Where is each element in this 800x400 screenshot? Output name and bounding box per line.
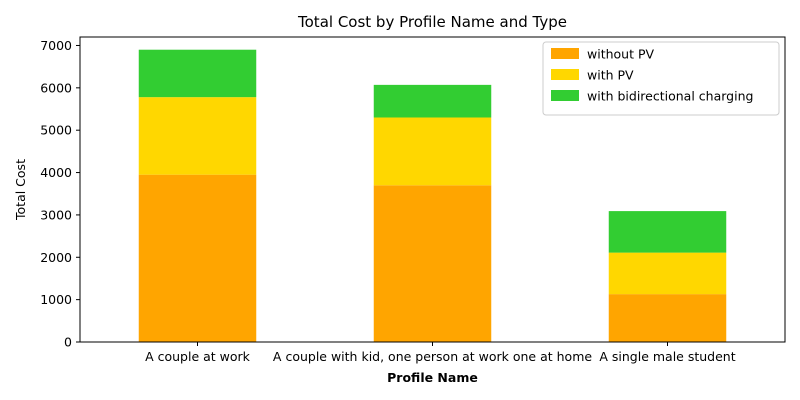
bar-with-pv-1 — [138, 97, 257, 175]
y-tick-label: 1000 — [40, 292, 72, 307]
bar-with-pv-2 — [373, 117, 492, 186]
y-tick-label: 4000 — [40, 165, 72, 180]
y-tick-label: 0 — [64, 335, 72, 350]
y-tick-label: 7000 — [40, 38, 72, 53]
legend-swatch — [551, 90, 579, 101]
legend-swatch — [551, 69, 579, 80]
bar-with-pv-3 — [608, 252, 727, 295]
y-axis-label: Total Cost — [13, 159, 28, 221]
legend-label: with PV — [587, 68, 634, 83]
legend-swatch — [551, 48, 579, 59]
bar-with-bidirectional-charging-1 — [138, 49, 257, 98]
x-tick-label: A single male student — [599, 349, 735, 364]
x-axis-label: Profile Name — [387, 370, 478, 385]
legend-frame — [542, 41, 780, 116]
bar-without-pv-2 — [373, 185, 492, 342]
y-tick-label: 5000 — [40, 123, 72, 138]
x-tick-label: A couple at work — [145, 349, 251, 364]
legend-label: with bidirectional charging — [587, 89, 753, 104]
y-tick-label: 2000 — [40, 250, 72, 265]
x-tick-label: A couple with kid, one person at work on… — [273, 349, 592, 364]
legend: without PV with PV with bidirectional char… — [542, 41, 780, 116]
y-tick-label: 6000 — [40, 80, 72, 95]
bar-without-pv-3 — [608, 294, 727, 342]
chart-title: Total Cost by Profile Name and Type — [297, 13, 567, 31]
bar-with-bidirectional-charging-3 — [608, 211, 727, 253]
y-axis: 0 1000 2000 3000 4000 5000 6000 7000 — [40, 38, 80, 350]
bars-group — [138, 49, 727, 342]
y-tick-label: 3000 — [40, 207, 72, 222]
bar-with-bidirectional-charging-2 — [373, 84, 492, 118]
legend-label: without PV — [587, 47, 655, 62]
bar-without-pv-1 — [138, 174, 257, 342]
x-axis: A couple at work A couple with kid, one p… — [145, 342, 736, 364]
